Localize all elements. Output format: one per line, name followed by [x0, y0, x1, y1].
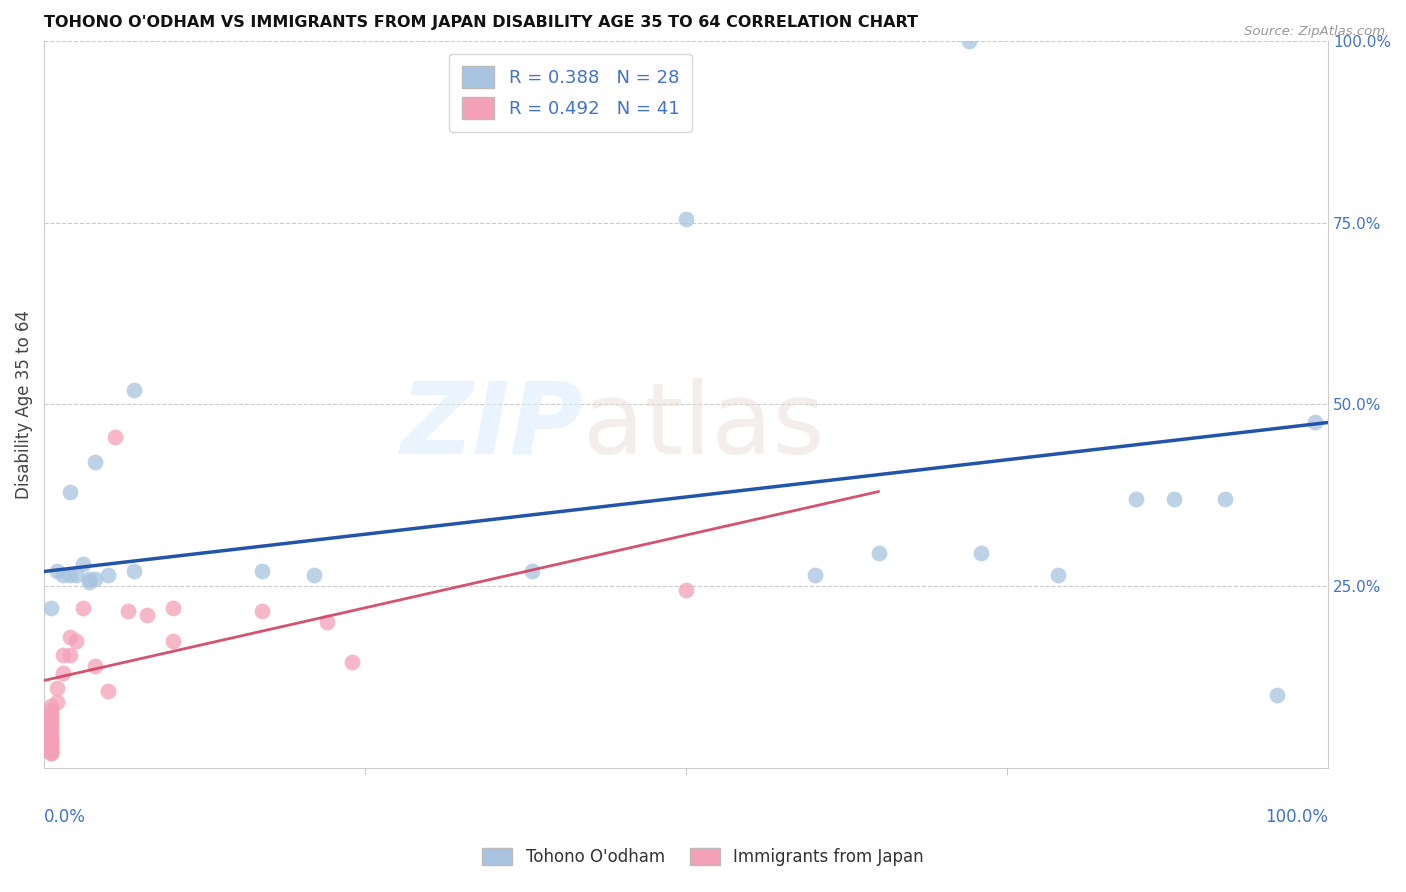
Point	[1125, 491, 1147, 506]
Point	[59, 484, 82, 499]
Point	[970, 546, 993, 560]
Point	[302, 568, 325, 582]
Point	[675, 582, 697, 597]
Point	[52, 568, 75, 582]
Text: 0.0%: 0.0%	[44, 807, 86, 826]
Text: Source: ZipAtlas.com: Source: ZipAtlas.com	[1244, 25, 1385, 38]
Point	[135, 608, 157, 623]
Point	[97, 684, 120, 698]
Point	[52, 666, 75, 681]
Point	[39, 698, 62, 713]
Point	[39, 728, 62, 742]
Point	[39, 746, 62, 760]
Point	[59, 630, 82, 644]
Point	[59, 648, 82, 662]
Point	[117, 604, 139, 618]
Point	[39, 746, 62, 760]
Text: ZIP: ZIP	[401, 377, 583, 475]
Point	[162, 600, 184, 615]
Point	[39, 717, 62, 731]
Point	[675, 211, 697, 226]
Point	[46, 695, 69, 709]
Point	[1303, 416, 1326, 430]
Point	[520, 565, 543, 579]
Point	[39, 706, 62, 721]
Point	[39, 739, 62, 753]
Point	[77, 575, 100, 590]
Point	[39, 735, 62, 749]
Point	[39, 742, 62, 756]
Point	[52, 648, 75, 662]
Text: 100.0%: 100.0%	[1265, 807, 1329, 826]
Text: atlas: atlas	[583, 377, 825, 475]
Point	[39, 721, 62, 735]
Point	[39, 731, 62, 746]
Point	[162, 633, 184, 648]
Point	[39, 710, 62, 724]
Point	[72, 558, 94, 572]
Legend: Tohono O'odham, Immigrants from Japan: Tohono O'odham, Immigrants from Japan	[475, 841, 931, 873]
Y-axis label: Disability Age 35 to 64: Disability Age 35 to 64	[15, 310, 32, 499]
Point	[252, 565, 274, 579]
Point	[39, 735, 62, 749]
Point	[122, 383, 145, 397]
Point	[252, 604, 274, 618]
Point	[65, 568, 87, 582]
Point	[72, 600, 94, 615]
Point	[39, 724, 62, 739]
Point	[1163, 491, 1185, 506]
Point	[315, 615, 337, 630]
Text: TOHONO O'ODHAM VS IMMIGRANTS FROM JAPAN DISABILITY AGE 35 TO 64 CORRELATION CHAR: TOHONO O'ODHAM VS IMMIGRANTS FROM JAPAN …	[44, 15, 918, 30]
Point	[39, 739, 62, 753]
Point	[39, 742, 62, 756]
Point	[65, 633, 87, 648]
Point	[84, 659, 107, 673]
Point	[39, 714, 62, 728]
Point	[46, 681, 69, 695]
Point	[104, 430, 127, 444]
Point	[97, 568, 120, 582]
Point	[1265, 688, 1288, 702]
Point	[59, 568, 82, 582]
Point	[77, 572, 100, 586]
Point	[1047, 568, 1070, 582]
Point	[342, 656, 364, 670]
Point	[1215, 491, 1237, 506]
Point	[868, 546, 890, 560]
Point	[84, 455, 107, 469]
Point	[84, 572, 107, 586]
Legend: R = 0.388   N = 28, R = 0.492   N = 41: R = 0.388 N = 28, R = 0.492 N = 41	[449, 54, 692, 132]
Point	[39, 600, 62, 615]
Point	[957, 34, 980, 48]
Point	[39, 702, 62, 716]
Point	[122, 565, 145, 579]
Point	[803, 568, 825, 582]
Point	[46, 565, 69, 579]
